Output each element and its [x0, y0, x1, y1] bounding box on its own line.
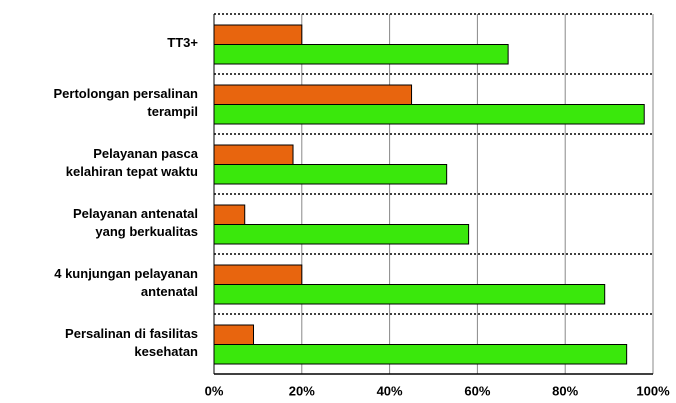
bar — [213, 104, 645, 125]
y-tick-label: Persalinan di fasilitas kesehatan — [65, 326, 198, 359]
bar — [213, 44, 509, 65]
bar — [213, 24, 303, 45]
bar — [213, 264, 303, 285]
bar — [213, 204, 246, 225]
x-tick-label: 0% — [205, 383, 224, 398]
y-tick-label: 4 kunjungan pelayanan antenatal — [54, 266, 198, 299]
bar — [213, 284, 606, 305]
bar — [213, 344, 628, 365]
x-tick-label: 60% — [464, 383, 490, 398]
y-tick-label: TT3+ — [167, 35, 198, 50]
bar — [213, 224, 470, 245]
bar — [213, 84, 413, 105]
bar — [213, 324, 255, 345]
bar — [213, 164, 448, 185]
y-tick-label: Pelayanan pasca kelahiran tepat waktu — [66, 146, 199, 179]
x-tick-label: 100% — [636, 383, 670, 398]
y-tick-label: Pelayanan antenatal yang berkualitas — [73, 206, 198, 239]
x-tick-label: 80% — [552, 383, 578, 398]
bar — [213, 144, 294, 165]
x-tick-label: 20% — [289, 383, 315, 398]
x-tick-label: 40% — [377, 383, 403, 398]
y-tick-label: Pertolongan persalinan terampil — [54, 86, 199, 119]
